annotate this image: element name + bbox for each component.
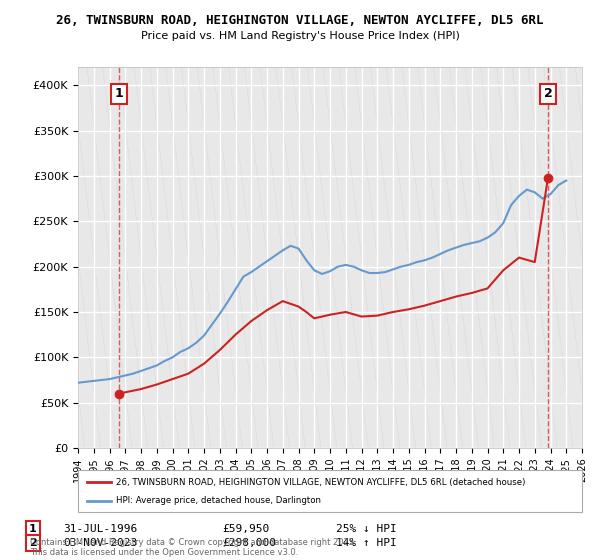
- Text: Price paid vs. HM Land Registry's House Price Index (HPI): Price paid vs. HM Land Registry's House …: [140, 31, 460, 41]
- Text: 31-JUL-1996: 31-JUL-1996: [63, 524, 137, 534]
- Text: 25% ↓ HPI: 25% ↓ HPI: [336, 524, 397, 534]
- Text: 2: 2: [544, 87, 553, 100]
- Text: 1: 1: [114, 87, 123, 100]
- Text: HPI: Average price, detached house, Darlington: HPI: Average price, detached house, Darl…: [116, 496, 321, 505]
- Text: £298,000: £298,000: [222, 538, 276, 548]
- Text: £59,950: £59,950: [222, 524, 269, 534]
- Text: 26, TWINSBURN ROAD, HEIGHINGTON VILLAGE, NEWTON AYCLIFFE, DL5 6RL (detached hous: 26, TWINSBURN ROAD, HEIGHINGTON VILLAGE,…: [116, 478, 525, 487]
- Text: 14% ↑ HPI: 14% ↑ HPI: [336, 538, 397, 548]
- Text: 26, TWINSBURN ROAD, HEIGHINGTON VILLAGE, NEWTON AYCLIFFE, DL5 6RL: 26, TWINSBURN ROAD, HEIGHINGTON VILLAGE,…: [56, 14, 544, 27]
- Text: 1: 1: [29, 524, 37, 534]
- Text: 2: 2: [29, 538, 37, 548]
- Text: Contains HM Land Registry data © Crown copyright and database right 2025.
This d: Contains HM Land Registry data © Crown c…: [30, 538, 356, 557]
- Text: 03-NOV-2023: 03-NOV-2023: [63, 538, 137, 548]
